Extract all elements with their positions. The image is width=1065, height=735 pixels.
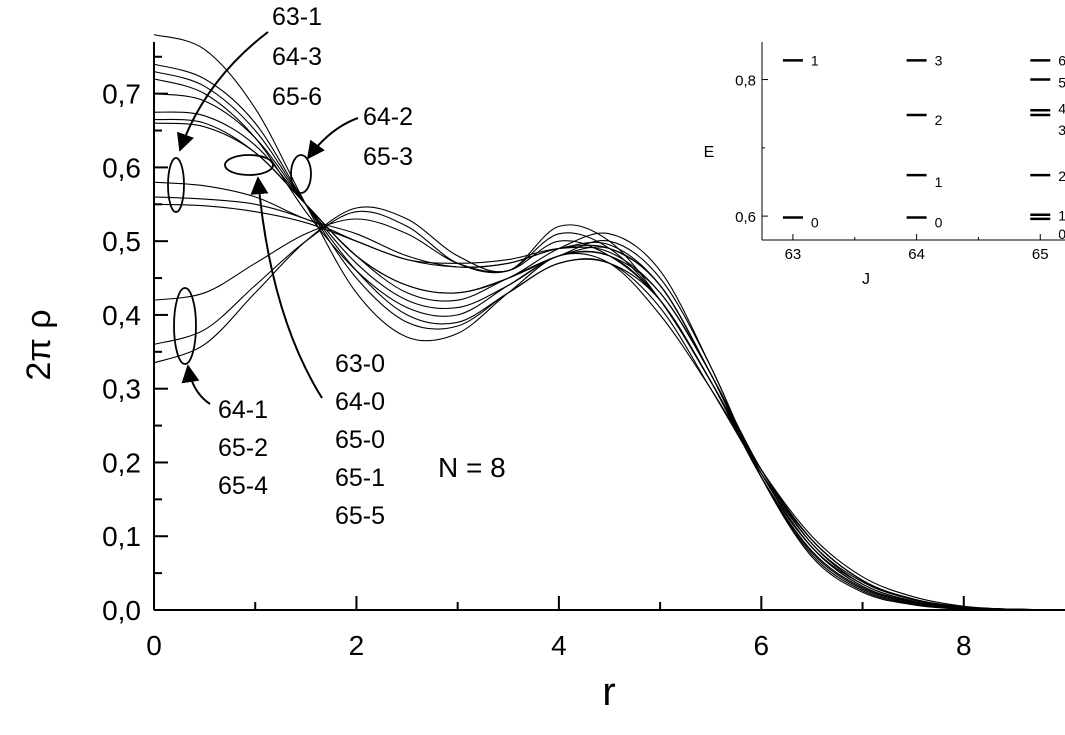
y-tick-label: 0,1	[102, 521, 141, 552]
annotation-label: 65-1	[335, 464, 385, 492]
density-curve-5	[153, 111, 1065, 611]
annotation-arrow	[250, 176, 323, 399]
energy-level-label: 1	[1058, 208, 1065, 224]
density-curve-9	[153, 196, 1065, 611]
density-curve-10	[153, 203, 1065, 611]
y-tick-label: 0,7	[102, 79, 141, 110]
density-curve-13	[153, 206, 1065, 611]
energy-level-label: 0	[935, 214, 943, 230]
annotation-label: 63-0	[335, 350, 385, 378]
annotation-label: 64-1	[218, 396, 268, 424]
y-tick-label: 0,4	[102, 300, 141, 331]
annotation-ellipse	[290, 154, 312, 194]
annotation-label: 65-5	[335, 502, 385, 530]
density-curve-11	[153, 218, 1065, 611]
y-tick-label: 0,6	[102, 152, 141, 183]
annotation-label: 64-2	[363, 103, 413, 131]
density-curve-2	[153, 70, 1065, 611]
inset-x-tick-label: 63	[785, 246, 802, 263]
density-curve-12	[153, 210, 1065, 611]
main-plot: 0 2 4 6 8 0,0 0,1 0,2 0,3 0,4 0,5 0,6 0,7 r 2π ρ	[20, 34, 1065, 714]
energy-level-label: 4	[1058, 100, 1065, 116]
inset-y-axis-label: E	[704, 144, 715, 161]
annotation-arrow	[176, 31, 269, 152]
x-tick-label: 2	[349, 630, 365, 661]
energy-level-label: 3	[1058, 122, 1065, 138]
density-curves	[153, 34, 1065, 611]
density-curve-3	[153, 78, 1065, 611]
annotation-label: 64-0	[335, 388, 385, 416]
density-curve-0	[153, 34, 1065, 611]
annotation-label: 65-2	[218, 434, 268, 462]
energy-levels: 0 1 0 1 2 3 0 1 2 3 4 5 6	[782, 52, 1065, 242]
annotation-label: N = 8	[438, 452, 506, 483]
energy-level-label: 0	[1058, 226, 1065, 242]
x-tick-label: 0	[146, 630, 162, 661]
y-tick-label: 0,0	[102, 595, 141, 626]
x-axis-label: r	[602, 670, 615, 714]
annotation-arrow	[306, 117, 359, 160]
annotation-ellipse	[167, 157, 185, 213]
energy-level-label: 1	[811, 52, 819, 68]
x-tick-label: 4	[551, 630, 567, 661]
y-tick-label: 0,5	[102, 226, 141, 257]
inset-axes: 63 64 650,60,8	[735, 42, 1065, 263]
annotation-ellipse	[224, 154, 274, 176]
annotation-label: 63-1	[272, 3, 322, 31]
annotation-arrow	[181, 364, 211, 405]
density-curve-1	[153, 63, 1065, 611]
annotation-ellipse	[173, 287, 197, 365]
y-tick-label: 0,3	[102, 374, 141, 405]
inset-y-tick-label: 0,8	[735, 73, 756, 90]
energy-level-label: 6	[1058, 52, 1065, 68]
density-curve-7	[153, 122, 1065, 611]
annotation-label: 65-3	[363, 143, 413, 171]
inset-y-tick-label: 0,6	[735, 209, 756, 226]
inset-x-axis-label: J	[862, 271, 870, 288]
y-tick-label: 0,2	[102, 447, 141, 478]
energy-level-label: 2	[935, 112, 943, 128]
inset-x-tick-label: 65	[1032, 246, 1049, 263]
y-axis-label: 2π ρ	[20, 309, 58, 380]
annotation-label: 65-0	[335, 426, 385, 454]
x-tick-label: 6	[754, 630, 770, 661]
energy-level-label: 5	[1058, 75, 1065, 91]
energy-level-label: 1	[935, 174, 943, 190]
energy-level-label: 3	[935, 52, 943, 68]
annotation-label: 65-4	[218, 472, 268, 500]
energy-level-label: 0	[811, 214, 819, 230]
density-curve-6	[153, 118, 1065, 611]
x-tick-label: 8	[956, 630, 972, 661]
density-curve-8	[153, 181, 1065, 611]
energy-level-label: 2	[1058, 168, 1065, 184]
annotation-label: 64-3	[272, 43, 322, 71]
main-axes: 0 2 4 6 8 0,0 0,1 0,2 0,3 0,4 0,5 0,6 0,7	[102, 42, 1065, 661]
inset-x-tick-label: 64	[908, 246, 925, 263]
annotations: 63-1 64-3 65-6 64-2 65-3 63-0 64-0 65-0 65-1 65-5…	[167, 3, 506, 530]
inset-plot: 63 64 65 0,6 0,8 0 1 0 1 2 3 0 1 2 3 4 5 6 J E	[704, 42, 1065, 288]
annotation-label: 65-6	[272, 83, 322, 111]
